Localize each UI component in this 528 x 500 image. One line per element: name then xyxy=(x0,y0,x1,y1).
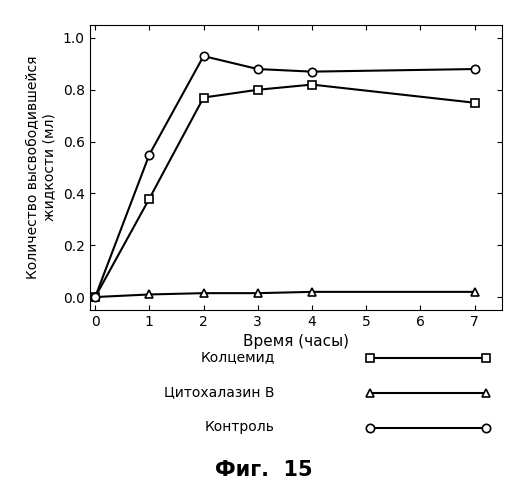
Text: Цитохалазин В: Цитохалазин В xyxy=(164,386,275,400)
Text: Фиг.  15: Фиг. 15 xyxy=(215,460,313,480)
X-axis label: Время (часы): Время (часы) xyxy=(243,334,348,349)
Text: Контроль: Контроль xyxy=(205,420,275,434)
Y-axis label: Количество высвободившейся
жидкости (мл): Количество высвободившейся жидкости (мл) xyxy=(26,56,56,279)
Text: Колцемид: Колцемид xyxy=(200,350,275,364)
